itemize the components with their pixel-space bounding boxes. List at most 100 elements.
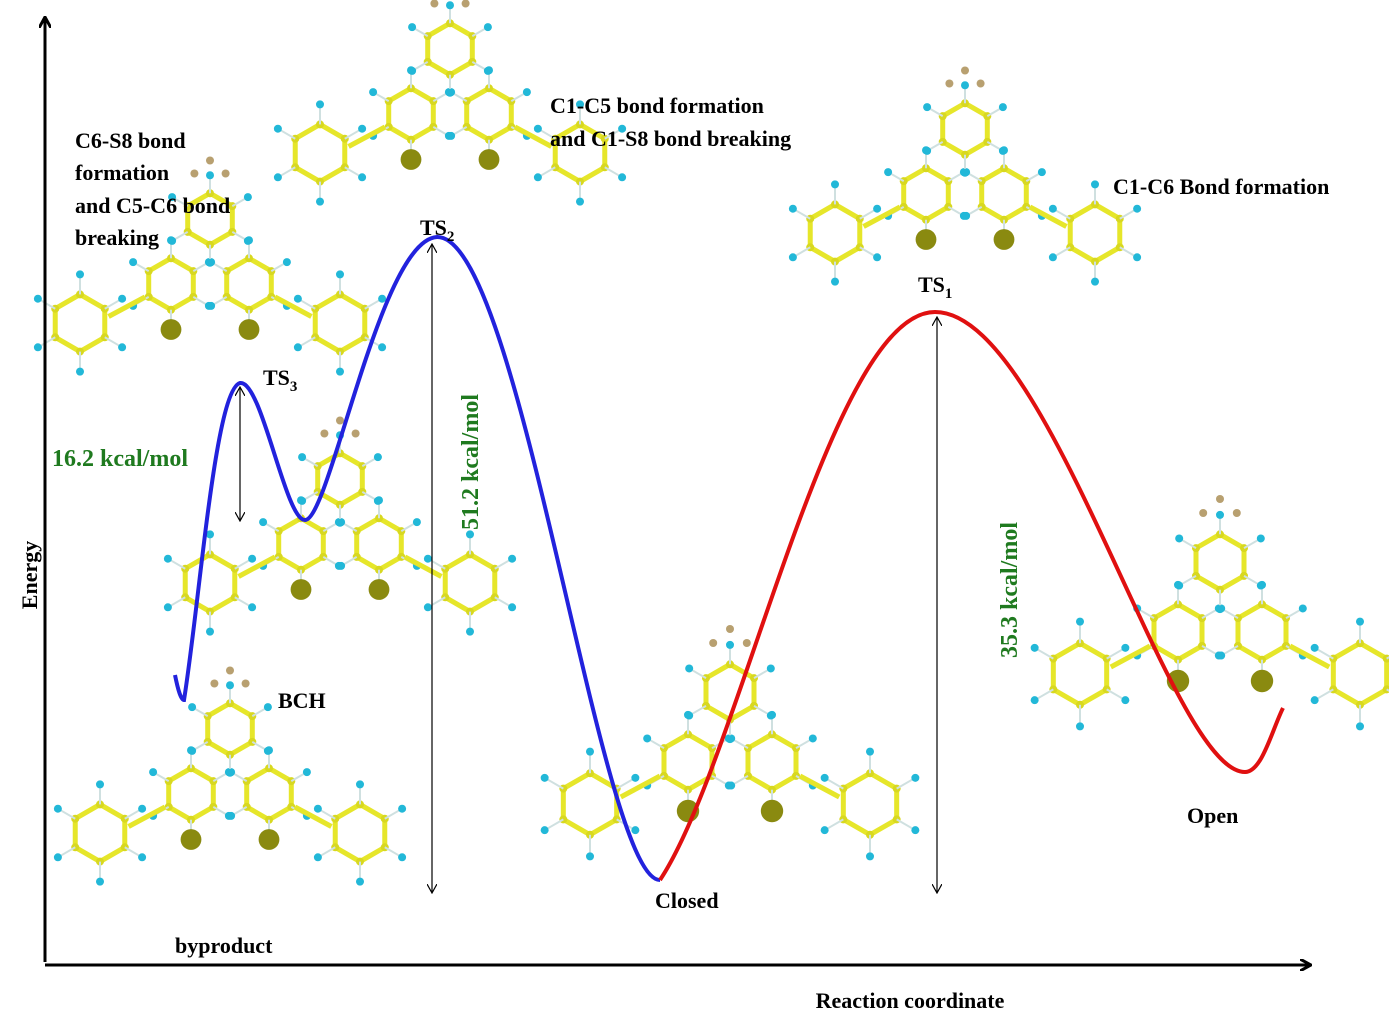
molecule-part	[408, 67, 416, 75]
molecule-part	[821, 826, 829, 834]
molecule-part	[726, 735, 734, 743]
molecule-part	[320, 430, 328, 438]
molecule-part	[1199, 509, 1207, 517]
molecule-part	[873, 205, 881, 213]
molecule-part	[945, 80, 953, 88]
molecule-part	[911, 774, 919, 782]
molecule-part	[515, 127, 551, 147]
molecule-part	[685, 712, 693, 720]
molecule-part	[349, 127, 385, 147]
molecule-part	[916, 229, 937, 250]
molecule-part	[1356, 722, 1364, 730]
molecule-part	[447, 132, 455, 140]
molecule-part	[248, 555, 256, 563]
molecule-part	[244, 237, 252, 245]
molecule-part	[1233, 509, 1241, 517]
molecule-part	[961, 67, 969, 75]
molecule-part	[274, 125, 282, 133]
molecule-part	[164, 555, 172, 563]
molecule-part	[408, 23, 416, 31]
annotation: C1-C5 bond formation	[550, 93, 764, 118]
molecule-part	[76, 368, 84, 376]
species-label: Open	[1187, 803, 1238, 828]
molecule-part	[275, 297, 311, 317]
molecule-part	[336, 519, 344, 527]
molecule-part	[767, 712, 775, 720]
molecule-part	[748, 734, 796, 789]
molecule-part	[259, 518, 267, 526]
molecule-part	[873, 253, 881, 261]
molecule-part	[369, 579, 390, 600]
molecule-part	[161, 319, 182, 340]
species-label: BCH	[278, 688, 326, 713]
molecule-part	[398, 805, 406, 813]
molecule-part	[358, 125, 366, 133]
molecule-part	[961, 169, 969, 177]
molecule-part	[789, 253, 797, 261]
molecule-part	[1217, 652, 1225, 660]
molecule-part	[923, 103, 931, 111]
molecule-part	[1251, 670, 1273, 692]
molecule-part	[809, 734, 817, 742]
molecule-part	[761, 800, 783, 822]
annotation: breaking	[75, 225, 159, 250]
barrier-label: 51.2 kcal/mol	[458, 394, 484, 530]
molecule-part	[227, 258, 272, 309]
molecule-part	[298, 453, 306, 461]
molecule-part	[1356, 618, 1364, 626]
molecule-part	[467, 88, 512, 139]
molecule-part	[295, 807, 331, 827]
molecule-part	[190, 170, 198, 178]
molecule-part	[208, 703, 253, 754]
molecule-part	[911, 826, 919, 834]
molecule-part	[534, 125, 542, 133]
molecule-part	[316, 100, 324, 108]
molecule-part	[727, 782, 735, 790]
molecule-part	[358, 173, 366, 181]
molecule-part	[398, 853, 406, 861]
molecule-part	[534, 173, 542, 181]
molecule-part	[264, 703, 272, 711]
molecule-part	[864, 207, 900, 227]
molecule-part	[96, 878, 104, 886]
molecule-part	[210, 680, 218, 688]
molecule-part	[164, 603, 172, 611]
molecule-part	[242, 680, 250, 688]
molecule-part	[149, 768, 157, 776]
molecule-part	[424, 603, 432, 611]
molecule-part	[904, 168, 949, 219]
molecule-part	[541, 826, 549, 834]
molecule-part	[424, 555, 432, 563]
molecule-part	[222, 170, 230, 178]
molecule-part	[961, 81, 969, 89]
molecule-part	[75, 804, 125, 861]
molecule-part	[1070, 204, 1120, 261]
molecule-part	[1111, 646, 1150, 667]
molecule-part	[943, 103, 988, 154]
molecule-part	[962, 212, 970, 220]
barrier-label: 16.2 kcal/mol	[52, 446, 188, 472]
annotation: and C1-S8 bond breaking	[550, 126, 791, 151]
molecule-part	[283, 258, 291, 266]
molecule-part	[999, 103, 1007, 111]
molecule-part	[226, 769, 234, 777]
molecule-part	[631, 826, 639, 834]
molecule-part	[294, 295, 302, 303]
molecule-part	[54, 805, 62, 813]
molecule-part	[586, 852, 594, 860]
molecule-part	[563, 773, 616, 835]
molecule-part	[259, 829, 280, 850]
molecule-part	[226, 681, 234, 689]
species-label: Closed	[655, 888, 719, 913]
molecule-part	[168, 237, 176, 245]
molecule-part	[1154, 604, 1202, 659]
molecule-part	[303, 768, 311, 776]
molecule-part	[982, 168, 1027, 219]
molecule-part	[206, 157, 214, 165]
molecule-part	[1133, 253, 1141, 261]
molecule-part	[138, 805, 146, 813]
molecule-part	[1196, 534, 1244, 589]
x-axis-label: Reaction coordinate	[816, 988, 1005, 1013]
molecule-part	[264, 747, 272, 755]
molecule-part	[34, 343, 42, 351]
